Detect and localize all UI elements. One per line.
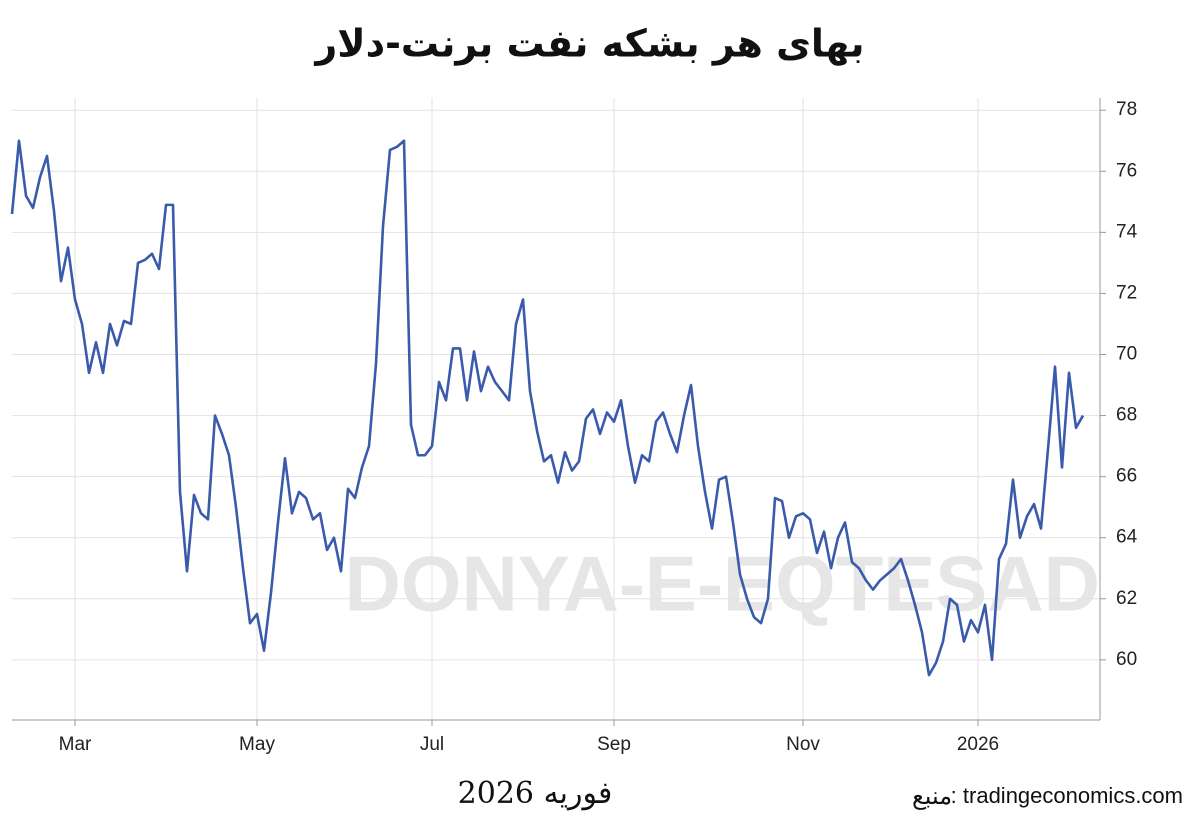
x-tick-label: Nov bbox=[786, 734, 820, 755]
y-tick-label: 76 bbox=[1116, 160, 1137, 181]
y-tick-label: 72 bbox=[1116, 282, 1137, 303]
x-tick-label: Mar bbox=[59, 734, 92, 755]
y-tick-label: 78 bbox=[1116, 99, 1137, 120]
price-line bbox=[10, 139, 1085, 677]
chart-title: بهای هر بشکه نفت برنت-دلار bbox=[313, 22, 864, 66]
x-tick-label: Sep bbox=[597, 734, 631, 755]
y-tick-label: 68 bbox=[1116, 405, 1137, 426]
plot-area: 60 62 64 66 68 70 72 74 76 78 Mar May Jul Sep Nov 2026 bbox=[10, 98, 1138, 755]
y-tick-label: 62 bbox=[1116, 588, 1137, 609]
x-tick-label: Jul bbox=[420, 734, 444, 755]
date-label: فوریه 2026 bbox=[458, 776, 613, 811]
y-tick-label: 64 bbox=[1116, 527, 1138, 548]
y-tick-label: 74 bbox=[1116, 221, 1138, 242]
source: : tradingeconomics.com bbox=[951, 783, 1183, 808]
x-tick-label: 2026 bbox=[957, 734, 999, 755]
y-tick-label: 70 bbox=[1116, 344, 1137, 365]
y-tick-label: 66 bbox=[1116, 466, 1137, 487]
watermark: DONYA-E-EQTESAD bbox=[344, 540, 1100, 628]
y-tick-label: 60 bbox=[1116, 649, 1137, 670]
x-tick-label: May bbox=[239, 734, 275, 755]
source-label: منبع bbox=[912, 782, 952, 810]
